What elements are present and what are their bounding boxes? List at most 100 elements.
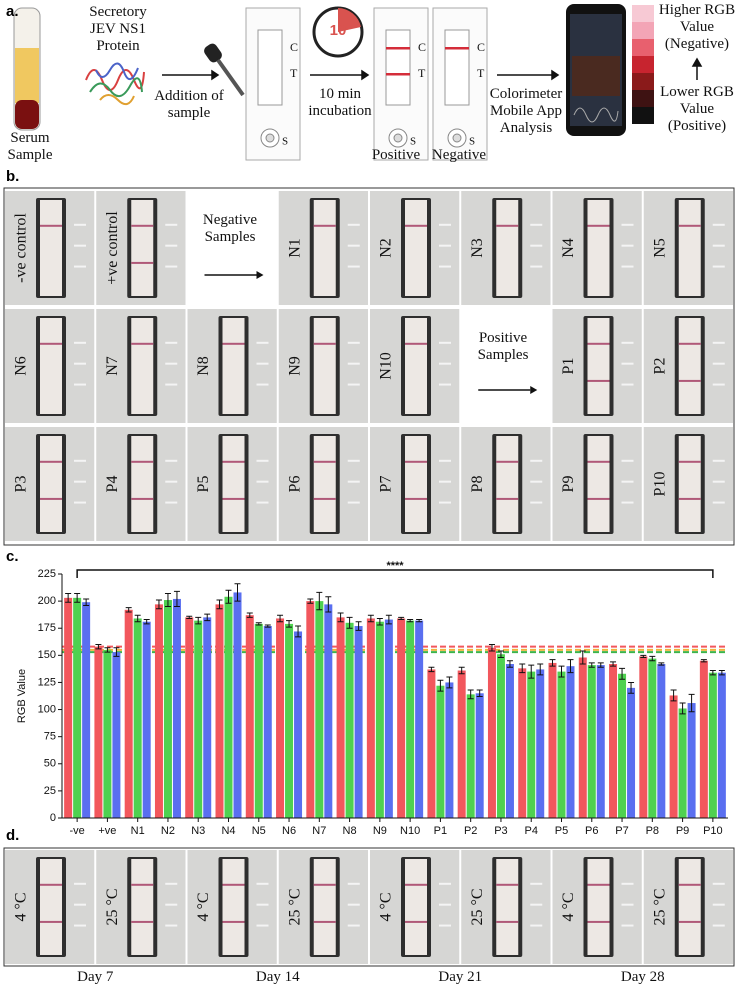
panel-label: a. [6,3,19,20]
strip-membrane [313,436,336,532]
error-bar [225,589,232,604]
bar [154,604,163,818]
error-bar [709,670,716,676]
error-bar [640,654,647,659]
timer-text: 10 [329,22,347,39]
error-bar [679,702,686,715]
x-tick-label: N2 [161,825,175,837]
error-bar [234,583,241,602]
strip-letter: T [290,66,298,80]
color-scale [632,5,654,124]
strip-membrane [40,200,62,296]
strip-membrane [587,436,610,532]
strip-line [405,883,427,886]
protein-label: Secretory JEV NS1 Protein [89,4,147,54]
bar [717,672,726,818]
bar [375,621,384,818]
x-tick-label: P3 [494,825,507,837]
x-tick-label: -ve [69,825,84,837]
error-bar [579,650,586,665]
bar [263,626,272,818]
strip-label: 4 °C [378,892,395,921]
y-tick-label: 200 [38,595,56,607]
day-label: Day 14 [255,969,300,985]
error-bar [286,620,293,628]
bar [527,671,536,818]
error-bar [113,647,120,657]
strip-label: 4 °C [195,892,212,921]
error-bar [476,689,483,698]
strip-line [496,224,519,227]
strip-letter: C [418,40,426,54]
x-tick-label: N1 [131,825,145,837]
strip-line [313,224,336,227]
error-bar [143,619,150,625]
strip-membrane [131,436,154,532]
strip-membrane [587,200,610,296]
bar [366,618,375,818]
strip-line [313,342,336,345]
x-tick-label: P7 [615,825,628,837]
step-label: Colorimeter Mobile App Analysis [489,86,563,136]
error-bar [519,663,526,674]
error-bar [173,590,180,608]
serum-label: Serum Sample [7,130,53,163]
bar [618,673,627,818]
x-tick-label: N10 [400,825,420,837]
error-bar [134,614,141,623]
step-label: 10 min incubation [308,86,372,119]
strip-line [131,224,154,227]
error-bar [398,616,405,621]
error-bar [355,621,362,631]
strip-line [313,497,336,500]
error-bar [95,643,102,650]
bar [82,602,91,818]
strip-label: 25 °C [104,888,121,925]
strip-membrane [496,200,519,296]
bar [324,604,333,818]
strip-membrane [678,200,701,296]
control-line [386,47,410,50]
panel-label: c. [6,548,19,565]
error-bar [83,598,90,606]
bar [354,626,363,818]
x-tick-label: P2 [464,825,477,837]
strip-line [587,883,610,886]
error-bar [506,660,513,668]
strip-line [405,342,427,345]
strip-line [222,342,245,345]
scale-label: Lower RGB Value (Positive) [660,84,734,134]
bar [397,618,406,818]
error-bar [346,616,353,629]
bar [475,693,484,818]
strip-line [131,497,154,500]
strip-membrane [678,436,701,532]
strip-membrane [131,318,154,414]
strip-label: N7 [104,356,121,376]
scale-swatch [632,39,654,56]
bar [669,695,678,818]
error-bar [567,659,574,674]
strip-membrane [587,859,610,955]
bar [445,682,454,818]
strip-line [405,460,427,463]
strip-line [313,883,336,886]
bar [687,703,696,818]
strip-label: 25 °C [469,888,486,925]
strip-label: P4 [104,476,121,493]
bar [436,685,445,818]
strip-label: P9 [560,476,577,493]
bar [505,664,514,818]
strip-line [587,379,610,382]
step-label: Addition of sample [154,88,224,121]
phone-graph [573,107,619,123]
error-bar [277,614,284,623]
error-bar [376,617,383,626]
error-bar [216,599,223,610]
serum [15,48,39,103]
error-bar [467,689,474,700]
strip-line [678,379,701,382]
error-bar [367,614,374,623]
bar [336,617,345,818]
bar [285,623,294,818]
